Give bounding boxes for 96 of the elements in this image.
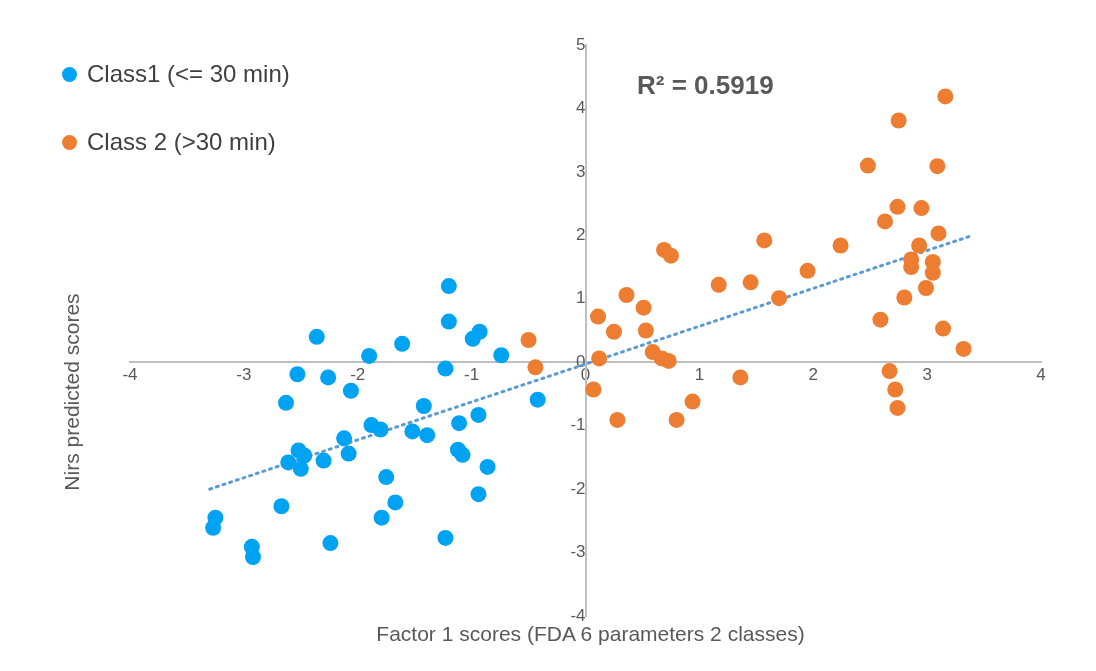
point xyxy=(373,509,390,526)
point xyxy=(205,519,222,536)
x-tick-label: 3 xyxy=(922,365,932,385)
x-tick-label: -1 xyxy=(464,365,480,385)
point xyxy=(609,411,626,428)
point xyxy=(881,363,898,380)
point xyxy=(244,549,261,565)
point xyxy=(618,286,635,303)
point xyxy=(890,112,907,129)
y-tick-label: 1 xyxy=(576,288,586,308)
y-tick-label: 2 xyxy=(576,225,586,245)
point xyxy=(440,278,457,295)
point xyxy=(308,328,325,345)
point xyxy=(280,454,297,471)
point xyxy=(278,394,295,411)
x-axis-title: Factor 1 scores (FDA 6 parameters 2 classes) xyxy=(375,622,806,646)
point xyxy=(454,446,471,463)
point xyxy=(361,347,378,364)
point xyxy=(273,498,290,515)
point xyxy=(955,340,972,357)
x-tick-label: 4 xyxy=(1036,365,1046,385)
point xyxy=(889,198,906,215)
y-tick-label: -2 xyxy=(570,478,586,498)
point xyxy=(756,232,773,249)
point xyxy=(742,274,759,291)
y-tick-label: 3 xyxy=(576,161,586,181)
point xyxy=(387,494,404,511)
annotation: R² = 0.5919 xyxy=(637,70,774,101)
point xyxy=(372,421,389,438)
point xyxy=(451,415,468,432)
y-tick-label: -3 xyxy=(570,542,586,562)
point xyxy=(637,322,654,339)
point xyxy=(415,398,432,414)
point xyxy=(889,399,906,416)
x-tick-label: -3 xyxy=(236,365,252,385)
point xyxy=(320,369,337,386)
point xyxy=(529,391,546,408)
point xyxy=(896,289,913,306)
y-axis-title: Nirs predicted scores xyxy=(60,292,84,493)
point xyxy=(876,213,893,230)
point xyxy=(585,381,602,398)
point xyxy=(493,347,510,364)
point xyxy=(296,447,313,464)
point xyxy=(935,320,952,337)
point xyxy=(872,311,889,328)
point xyxy=(340,445,357,462)
point xyxy=(342,382,359,399)
point xyxy=(937,88,954,105)
point xyxy=(668,411,685,428)
point xyxy=(419,427,436,444)
point xyxy=(799,262,816,279)
point xyxy=(771,290,788,307)
point xyxy=(336,430,353,447)
point xyxy=(520,332,537,349)
y-tick-label: -4 xyxy=(570,605,586,625)
point xyxy=(930,225,947,242)
point xyxy=(662,247,679,264)
point xyxy=(440,313,457,330)
point xyxy=(292,460,309,477)
point xyxy=(404,423,421,440)
point xyxy=(394,335,411,352)
point xyxy=(917,279,934,296)
point xyxy=(527,359,544,376)
point xyxy=(832,237,849,254)
x-tick-label: 2 xyxy=(808,365,818,385)
x-tick-label: -2 xyxy=(350,365,366,385)
point xyxy=(859,157,876,174)
point xyxy=(911,237,928,254)
point xyxy=(289,366,306,383)
legend-label: Class1 (<= 30 min) xyxy=(87,60,290,88)
point xyxy=(635,299,652,316)
point xyxy=(913,200,930,217)
y-tick-label: 4 xyxy=(576,98,586,118)
point xyxy=(464,330,481,347)
point xyxy=(732,369,749,386)
y-tick-label: 5 xyxy=(576,34,586,54)
point xyxy=(437,529,454,546)
point xyxy=(437,360,454,377)
point xyxy=(322,535,339,552)
point xyxy=(590,308,607,325)
y-tick-label: -1 xyxy=(570,415,586,435)
point xyxy=(315,452,332,469)
point xyxy=(470,406,487,423)
point xyxy=(929,158,946,175)
legend-label: Class 2 (>30 min) xyxy=(87,128,276,156)
point xyxy=(887,381,904,398)
point xyxy=(378,469,395,486)
point xyxy=(479,458,496,475)
point xyxy=(470,486,487,503)
x-tick-label: 1 xyxy=(694,365,705,385)
point xyxy=(710,276,727,293)
point xyxy=(591,350,608,367)
point xyxy=(660,352,677,369)
point xyxy=(684,393,701,410)
point xyxy=(605,323,622,340)
x-tick-label: -4 xyxy=(122,365,138,385)
